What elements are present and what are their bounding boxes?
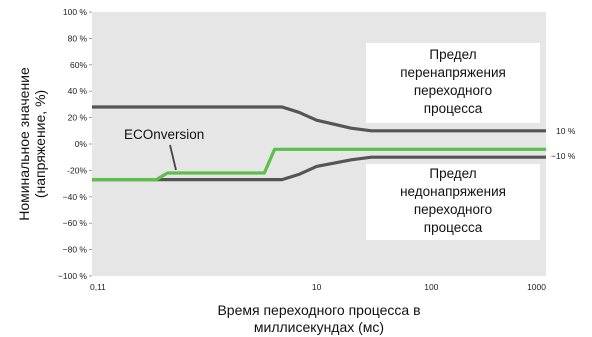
- y-axis: 100 % 80 % 60% 40 % 20 % 0% -20% −40 % −60 % −80 …: [58, 7, 92, 281]
- x-tick-label: 10: [312, 282, 322, 292]
- y-tick-label: −100 %: [58, 271, 88, 281]
- y-tick-label: 80 %: [68, 33, 88, 43]
- over-limit-label: перенапряжения: [400, 65, 506, 80]
- over-limit-label: Предел: [429, 47, 476, 62]
- end-label-bottom: −10 %: [551, 151, 576, 161]
- y-tick-label: 40 %: [68, 86, 88, 96]
- x-axis-title-line: миллисекундах (мс): [254, 319, 384, 335]
- y-tick-label: −80 %: [63, 245, 88, 255]
- end-label-top: 10 %: [556, 126, 576, 136]
- over-limit-label: переходного: [414, 83, 492, 98]
- under-limit-label: процесса: [424, 220, 483, 235]
- y-tick-label: 20 %: [68, 113, 88, 123]
- x-axis-title-line: Время переходного процесса в: [217, 302, 420, 318]
- over-limit-box: [366, 43, 540, 123]
- y-tick-label: -20%: [67, 165, 87, 175]
- y-axis-title-line: Номинальное значение: [16, 67, 32, 221]
- under-limit-label: Предел: [429, 166, 476, 181]
- econversion-pointer: [169, 144, 177, 171]
- y-axis-title-line: (напряжение, %): [32, 90, 48, 198]
- under-limit-label: переходного: [414, 202, 492, 217]
- y-tick-label: −40 %: [63, 192, 88, 202]
- x-tick-label: 100: [424, 282, 438, 292]
- over-limit-label: процесса: [424, 101, 483, 116]
- overvoltage-limit-line: [92, 105, 546, 133]
- y-tick-label: 0%: [75, 139, 88, 149]
- y-tick-label: 100 %: [63, 7, 88, 17]
- x-axis: 0,11 10 100 1000: [90, 282, 546, 292]
- x-tick-label: 0,11: [90, 282, 106, 292]
- y-tick-label: 60%: [70, 60, 87, 70]
- under-limit-box: [366, 164, 540, 240]
- under-limit-label: недонапряжения: [400, 184, 506, 199]
- x-tick-label: 1000: [527, 282, 546, 292]
- econversion-line: [92, 147, 546, 182]
- y-tick-label: −60 %: [63, 218, 88, 228]
- undervoltage-limit-line: [92, 155, 546, 182]
- econversion-label: ECOnversion: [124, 127, 204, 142]
- annotation-layer: Предел перенапряжения переходного процесса П…: [124, 47, 576, 235]
- series-layer: [92, 105, 546, 182]
